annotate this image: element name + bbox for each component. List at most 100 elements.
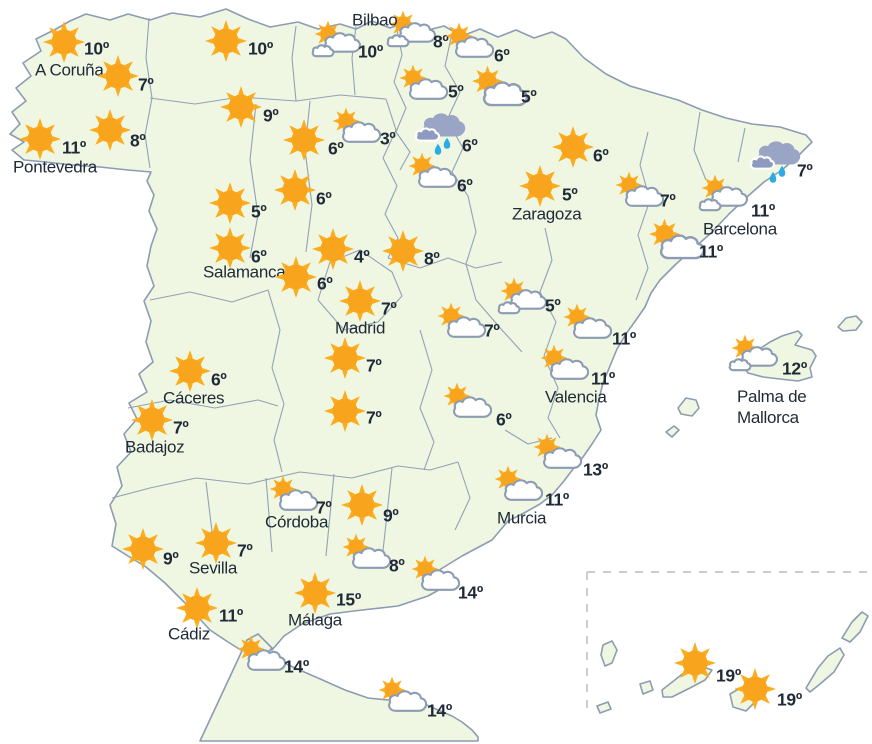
city-label: A Coruña — [35, 60, 104, 80]
temperature-label: 10º — [248, 38, 273, 59]
sun-icon — [381, 229, 425, 273]
city-label: Barcelona — [703, 219, 777, 239]
city-label: Cádiz — [168, 624, 210, 644]
temperature-label: 7º — [316, 497, 332, 518]
menorca-island — [837, 315, 863, 332]
temperature-label: 9º — [263, 105, 279, 126]
temperature-label: 8º — [433, 31, 449, 52]
temperature-label: 8º — [130, 130, 146, 151]
sun-cloud-icon — [444, 22, 495, 62]
temperature-label: 6º — [462, 135, 478, 156]
temperature-label: 7º — [660, 190, 676, 211]
sun-cloud-icon — [398, 64, 449, 104]
sun-cloud-icon — [493, 465, 544, 505]
sun-icon — [204, 19, 248, 63]
temperature-label: 11º — [545, 489, 569, 510]
formentera-island — [665, 425, 680, 438]
temperature-label: 15º — [336, 589, 361, 610]
city-label: Salamanca — [203, 262, 286, 282]
temperature-label: 7º — [173, 417, 189, 438]
sun-cloud-icon — [539, 344, 590, 384]
temperature-label: 6º — [496, 409, 512, 430]
la-gomera-island — [639, 680, 654, 695]
sun-icon — [42, 20, 86, 64]
sun-cloud-icon — [407, 152, 458, 192]
balearic-islands — [665, 315, 863, 438]
temperature-label: 7º — [366, 407, 382, 428]
sun-icon — [733, 667, 777, 711]
temperature-label: 6º — [251, 246, 267, 267]
sun-cloud-icon — [436, 302, 487, 342]
canary-inset-box — [586, 571, 872, 714]
temperature-label: 5º — [545, 295, 561, 316]
sun-icon — [338, 279, 382, 323]
city-label: Badajoz — [125, 437, 185, 457]
temperature-label: 5º — [562, 184, 578, 205]
city-label: Sevilla — [189, 558, 237, 578]
temperature-label: 19º — [777, 689, 802, 710]
temperature-label: 6º — [317, 273, 333, 294]
sun-cloud-icon — [236, 635, 287, 675]
sun-cloud-icon — [614, 171, 665, 211]
temperature-label: 6º — [316, 188, 332, 209]
sun-cloud-icon — [442, 382, 493, 422]
ibiza-island — [677, 397, 700, 417]
sun-icon — [673, 641, 717, 685]
temperature-label: 7º — [381, 298, 397, 319]
city-label: Valencia — [545, 387, 607, 407]
sun-icon — [18, 117, 62, 161]
city-label: Zaragoza — [512, 204, 582, 224]
mallorca-island — [741, 330, 817, 382]
sun-icon — [121, 527, 165, 571]
sun-icon — [282, 118, 326, 162]
sun-icon — [273, 168, 317, 212]
sun-cloud-icon — [341, 533, 392, 573]
sun-cloud-icon — [562, 303, 613, 343]
temperature-label: 5º — [448, 81, 464, 102]
temperature-label: 3º — [380, 128, 396, 149]
temperature-label: 11º — [751, 200, 775, 221]
temperature-label: 19º — [716, 665, 741, 686]
sun-icon — [551, 125, 595, 169]
temperature-label: 10º — [358, 41, 383, 62]
la-palma-island — [600, 640, 618, 667]
temperature-label: 11º — [219, 605, 243, 626]
sun-cloud-icon — [268, 475, 319, 515]
temperature-label: 7º — [138, 74, 154, 95]
temperature-label: 8º — [389, 555, 405, 576]
sun-icon — [219, 85, 263, 129]
city-label: Palma de Mallorca — [737, 387, 807, 427]
temperature-label: 12º — [782, 358, 807, 379]
sun-icon — [340, 483, 384, 527]
lanzarote-island — [841, 611, 869, 643]
temperature-label: 6º — [211, 369, 227, 390]
canary-islands — [596, 611, 869, 714]
el-hierro-island — [596, 701, 612, 714]
temperature-label: 9º — [163, 548, 179, 569]
temperature-label: 6º — [494, 45, 510, 66]
sun-icon — [323, 389, 367, 433]
temperature-label: 6º — [593, 145, 609, 166]
sun-cloud-icon — [410, 555, 461, 595]
rain-icon — [414, 110, 466, 156]
sun-icon — [323, 336, 367, 380]
temperature-label: 7º — [484, 320, 500, 341]
temperature-label: 11º — [699, 241, 723, 262]
sun-icon — [96, 54, 140, 98]
temperature-label: 14º — [427, 700, 452, 721]
sun-cloud-icon — [647, 218, 705, 264]
temperature-label: 10º — [84, 38, 109, 59]
sun-icon — [208, 181, 252, 225]
temperature-label: 7º — [366, 355, 382, 376]
sun-icon — [274, 255, 318, 299]
temperature-label: 5º — [251, 201, 267, 222]
city-label: Bilbao — [352, 10, 398, 30]
sun-clouds-icon — [497, 277, 547, 317]
temperature-label: 14º — [458, 582, 483, 603]
fuerteventura-island — [805, 647, 845, 693]
mainland-spain — [9, 8, 813, 653]
sun-clouds-icon — [698, 174, 748, 214]
sun-cloud-icon — [470, 65, 528, 111]
temperature-label: 9º — [383, 505, 399, 526]
